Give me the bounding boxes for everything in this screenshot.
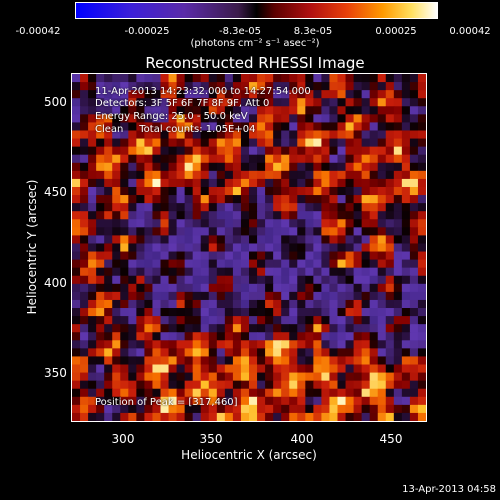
y-axis-label: Heliocentric Y (arcsec)	[25, 179, 39, 315]
y-tick-label: 350	[44, 366, 67, 380]
y-tick-label: 500	[44, 95, 67, 109]
detectors-label: Detectors: 3F 5F 6F 7F 8F 9F, Att 0	[95, 98, 270, 109]
image-plot	[71, 73, 427, 422]
peak-position-label: Position of Peak = [317,460]	[95, 397, 238, 408]
timestamp: 13-Apr-2013 04:58	[402, 484, 496, 495]
colorbar-tick: -8.3e-05	[219, 26, 261, 37]
x-tick-label: 450	[379, 432, 403, 446]
time-range-label: 11-Apr-2013 14:23:32.000 to 14:27:54.000	[95, 86, 311, 97]
y-tick-label: 400	[44, 276, 67, 290]
colorbar	[75, 2, 438, 19]
plot-title: Reconstructed RHESSI Image	[145, 54, 365, 72]
x-tick-label: 350	[199, 432, 223, 446]
heatmap-image	[72, 74, 426, 421]
colorbar-tick: 8.3e-05	[293, 26, 333, 37]
x-tick-label: 400	[290, 432, 314, 446]
y-tick-label: 450	[44, 185, 67, 199]
x-tick-label: 300	[111, 432, 135, 446]
clean-counts-label: Clean Total counts: 1.05E+04	[95, 124, 256, 135]
colorbar-tick: -0.00042	[15, 26, 61, 37]
colorbar-tick: 0.00042	[449, 26, 491, 37]
x-axis-label: Heliocentric X (arcsec)	[181, 448, 317, 462]
colorbar-unit: (photons cm⁻² s⁻¹ asec⁻²)	[190, 38, 320, 49]
energy-range-label: Energy Range: 25.0 - 50.0 keV	[95, 111, 248, 122]
colorbar-tick: -0.00025	[124, 26, 170, 37]
colorbar-tick: 0.00025	[375, 26, 417, 37]
